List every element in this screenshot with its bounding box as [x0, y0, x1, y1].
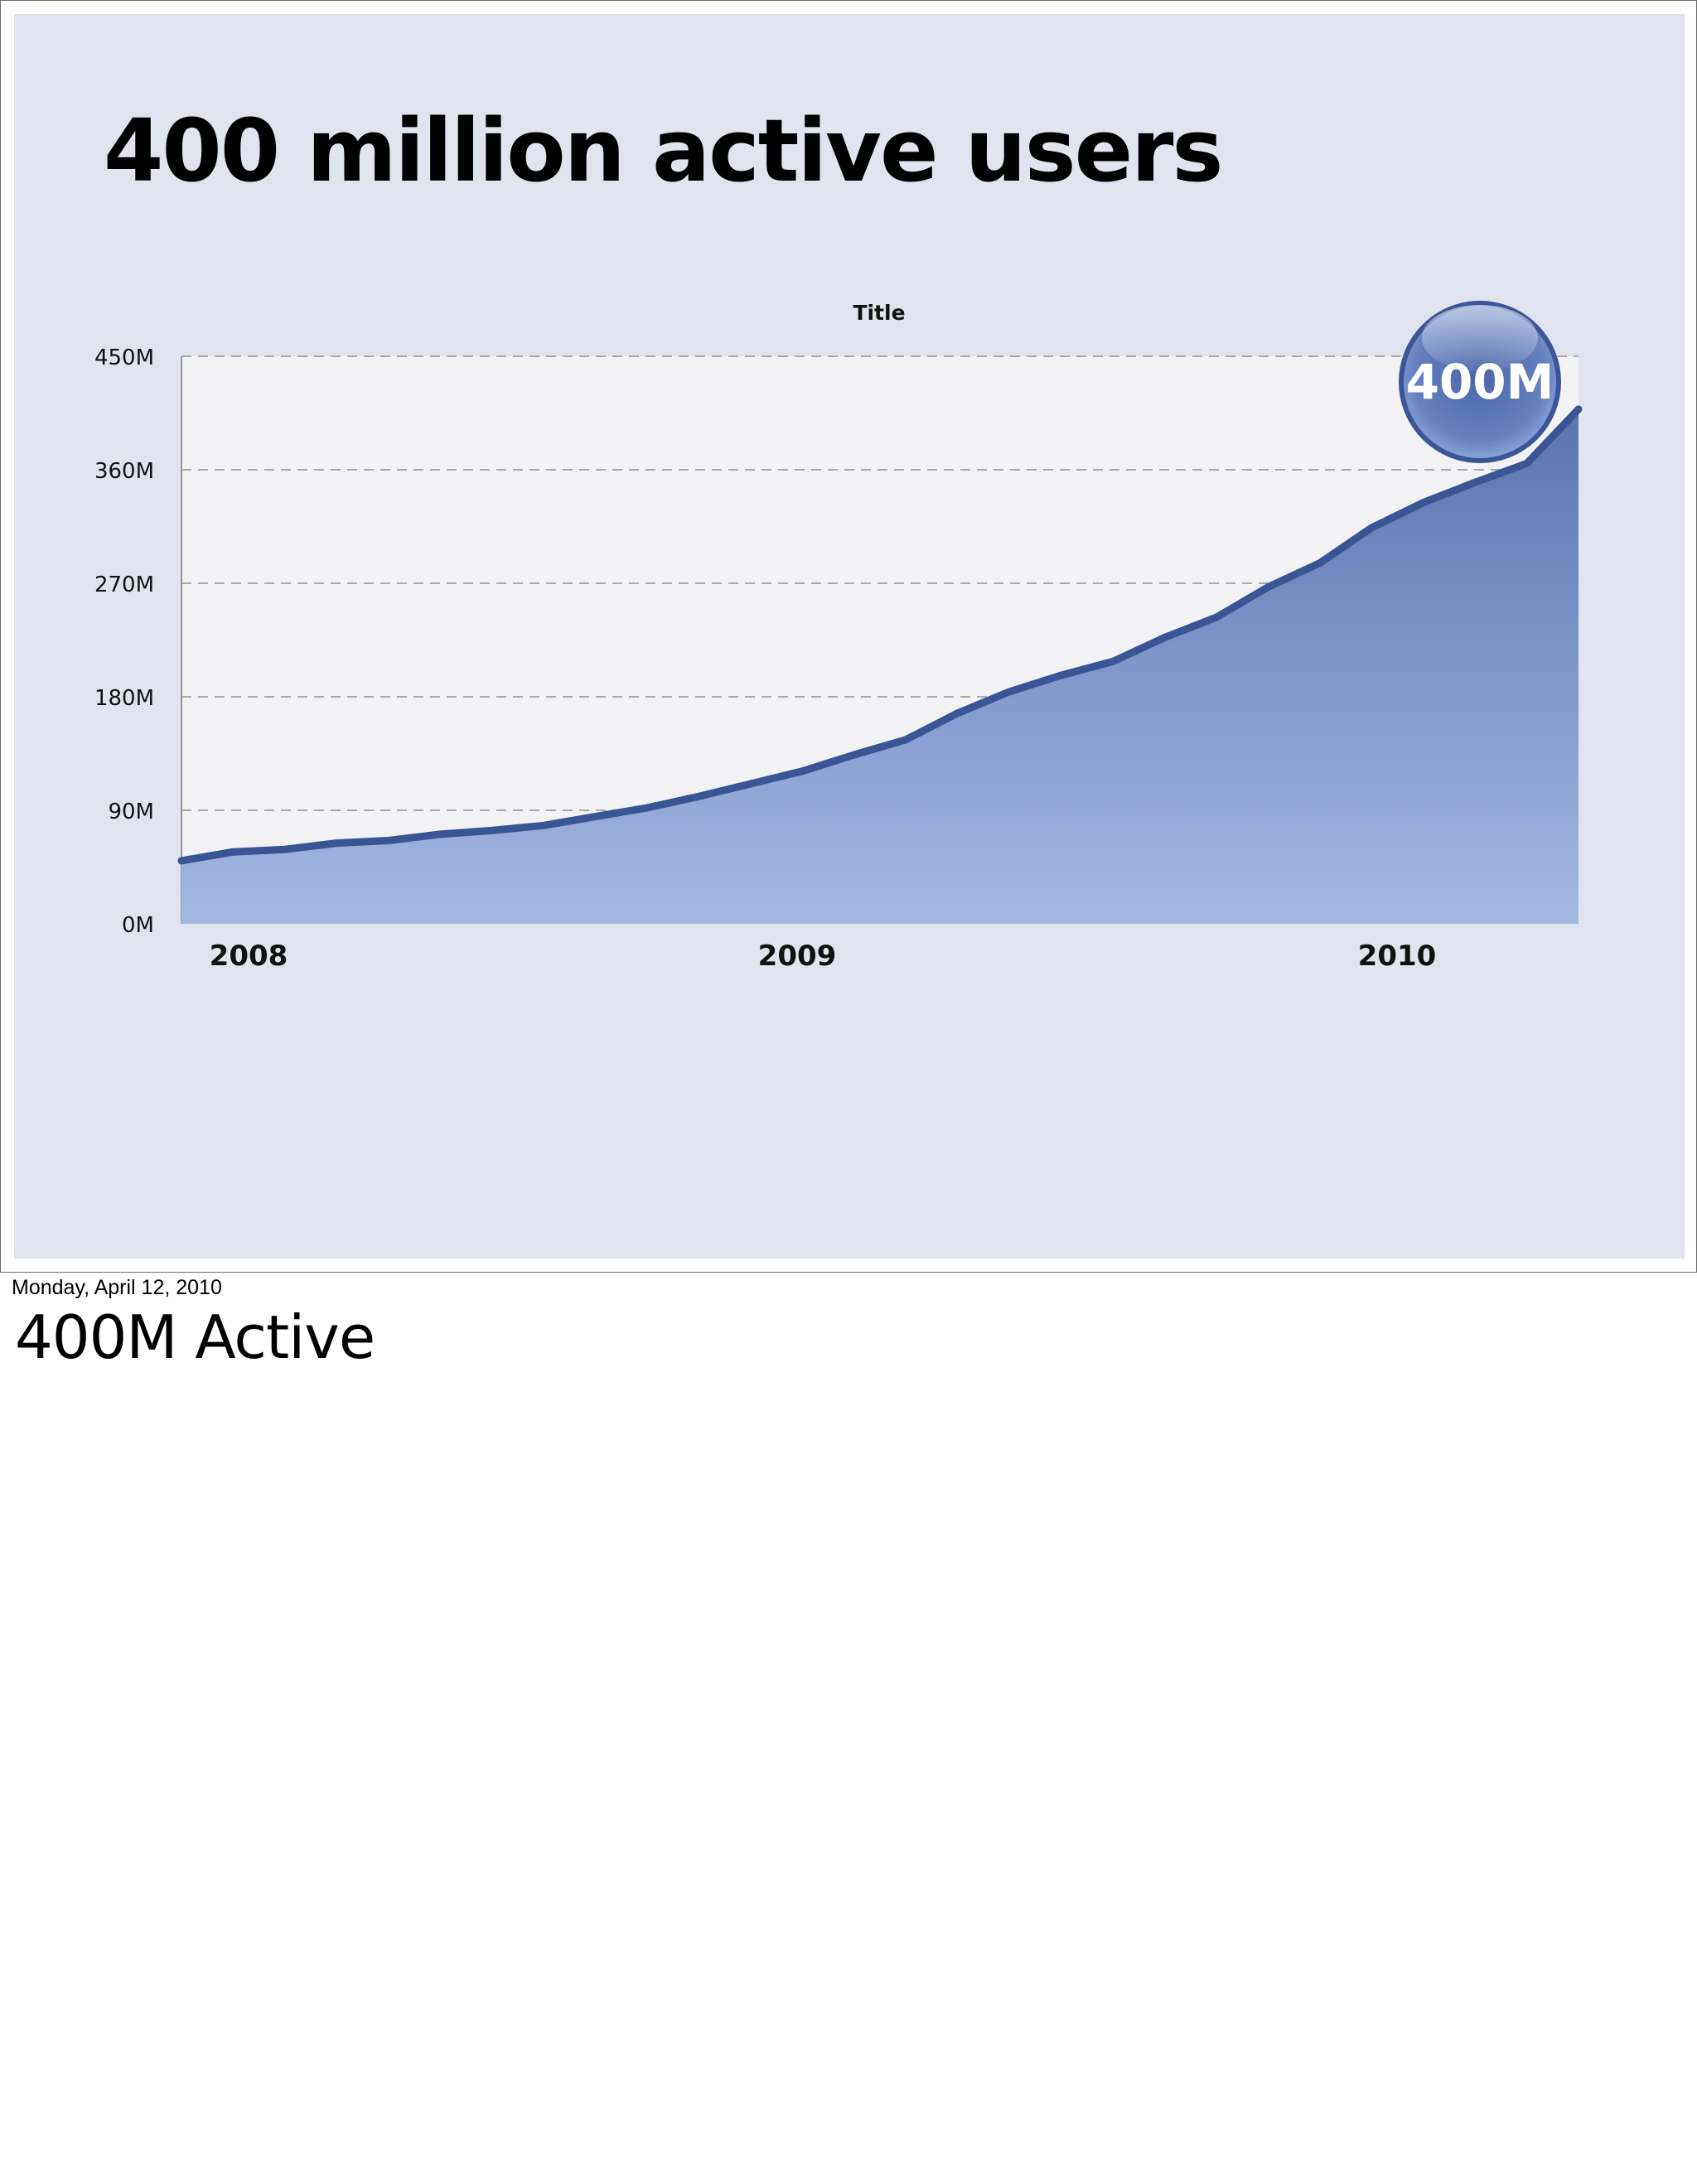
area-chart: 0M 90M 180M 270M 360M 450M 2008 2009 2010 Title…	[94, 301, 1583, 973]
date-line: Monday, April 12, 2010	[12, 1276, 222, 1299]
x-tick-label: 2009	[758, 940, 837, 973]
x-tick-label: 2010	[1358, 940, 1437, 973]
series-line	[177, 405, 1583, 865]
x-tick-label: 2008	[210, 940, 288, 973]
callout-gloss	[1422, 305, 1538, 371]
y-tick-label: 270M	[94, 573, 154, 597]
y-tick-label: 180M	[94, 686, 154, 711]
presenter-notes: 400M Active	[15, 1302, 375, 1372]
y-tick-labels: 0M 90M 180M 270M 360M 450M	[94, 345, 154, 938]
y-tick-label: 450M	[94, 345, 154, 370]
chart-title: Title	[853, 301, 905, 325]
slide-title: 400 million active users	[104, 100, 1223, 201]
y-tick-label: 90M	[108, 800, 154, 824]
y-tick-label: 360M	[94, 459, 154, 484]
y-tick-label: 0M	[122, 913, 154, 938]
x-tick-labels: 2008 2009 2010	[210, 940, 1437, 973]
callout-label: 400M	[1406, 354, 1554, 410]
callout-bubble: 400M	[1399, 301, 1561, 463]
area-series	[181, 408, 1579, 924]
